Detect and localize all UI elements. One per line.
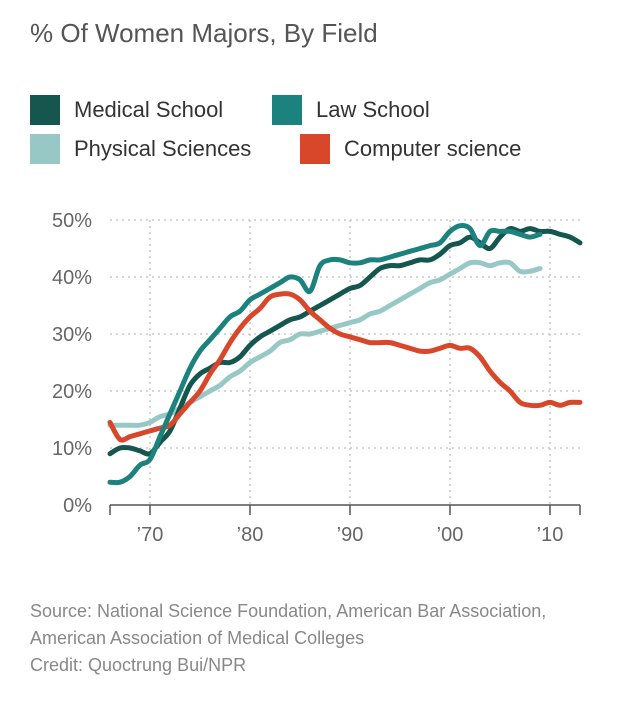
legend-swatch-physical-sciences: [30, 134, 60, 164]
chart-title: % Of Women Majors, By Field: [30, 18, 378, 48]
legend-label-computer-science: Computer science: [344, 136, 522, 161]
series-line-medical-school: [107, 225, 583, 457]
y-tick-label: 0%: [63, 495, 92, 517]
series-line-computer-science: [107, 291, 583, 443]
legend-item-physical-sciences: Physical Sciences: [30, 131, 251, 167]
y-tick-label: 40%: [52, 267, 92, 289]
legend-swatch-computer-science: [300, 134, 330, 164]
x-tick-label: ’90: [337, 524, 364, 546]
legend-label-medical-school: Medical School: [74, 97, 224, 122]
line-chart: 0% 10% 20% 30% 40% 50% ’70 ’80 ’90 ’00 ’10: [52, 210, 583, 546]
footer: Source: National Science Foundation, Ame…: [30, 598, 620, 679]
x-tick-label: ’00: [437, 524, 464, 546]
y-tick-label: 10%: [52, 438, 92, 460]
legend-item-medical-school: Medical School: [30, 92, 223, 128]
y-tick-label: 50%: [52, 210, 92, 232]
legend-swatch-law-school: [272, 95, 302, 125]
legend-label-physical-sciences: Physical Sciences: [74, 136, 252, 161]
y-tick-label: 20%: [52, 381, 92, 403]
legend-label-law-school: Law School: [316, 97, 430, 122]
legend-item-computer-science: Computer science: [300, 131, 521, 167]
y-tick-label: 30%: [52, 324, 92, 346]
x-tick-label: ’70: [137, 524, 164, 546]
series-line-law-school: [107, 222, 543, 486]
legend-item-law-school: Law School: [272, 92, 430, 128]
x-tick-label: ’10: [537, 524, 564, 546]
legend-swatch-medical-school: [30, 95, 60, 125]
x-tick-label: ’80: [237, 524, 264, 546]
source-note: Source: National Science Foundation, Ame…: [30, 601, 547, 648]
credit-note: Credit: Quoctrung Bui/NPR: [30, 655, 247, 675]
